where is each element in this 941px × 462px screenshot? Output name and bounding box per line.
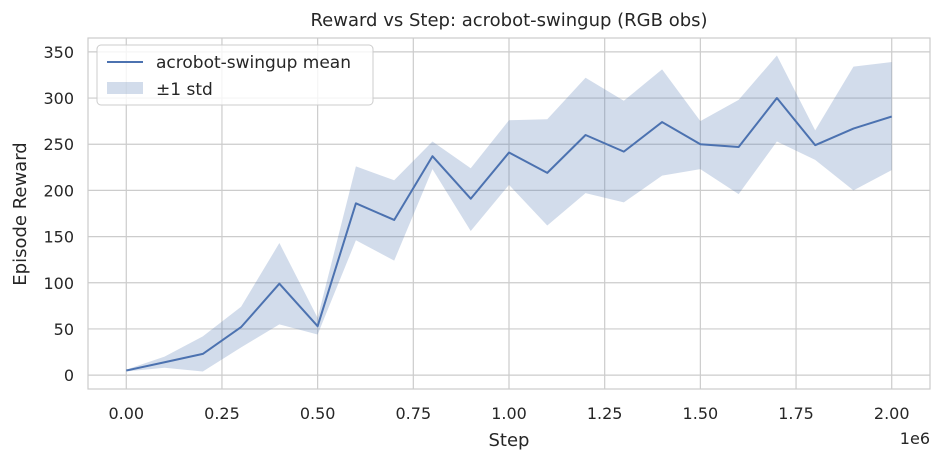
x-tick-label: 2.00 <box>874 404 910 423</box>
y-tick-label: 350 <box>43 43 74 62</box>
legend-label-std: ±1 std <box>156 80 213 100</box>
std-band-layer <box>126 55 892 372</box>
x-tick-label: 0.00 <box>108 404 144 423</box>
y-tick-label: 200 <box>43 181 74 200</box>
y-tick-label: 0 <box>64 366 74 385</box>
y-tick-label: 100 <box>43 274 74 293</box>
x-axis-label: Step <box>489 430 530 451</box>
x-tick-label: 0.75 <box>396 404 432 423</box>
y-tick-label: 300 <box>43 89 74 108</box>
y-tick-labels: 0 50 100 150 200 250 300 350 <box>43 43 74 385</box>
x-tick-label: 1.25 <box>587 404 623 423</box>
legend: acrobot-swingup mean ±1 std <box>96 44 374 106</box>
legend-box <box>96 44 374 106</box>
legend-band-swatch <box>107 82 143 94</box>
x-offset-label: 1e6 <box>900 429 930 448</box>
x-tick-label: 0.25 <box>204 404 240 423</box>
x-tick-label: 1.75 <box>778 404 814 423</box>
x-tick-label: 1.50 <box>683 404 719 423</box>
mean-line-layer <box>126 97 893 372</box>
chart-title: Reward vs Step: acrobot-swingup (RGB obs… <box>310 10 707 31</box>
y-tick-label: 250 <box>43 135 74 154</box>
x-tick-label: 0.50 <box>300 404 336 423</box>
legend-label-mean: acrobot-swingup mean <box>156 53 351 73</box>
x-tick-labels: 0.00 0.25 0.50 0.75 1.00 1.25 1.50 1.75 2.00 <box>108 404 909 423</box>
x-tick-label: 1.00 <box>491 404 527 423</box>
y-tick-label: 50 <box>54 320 74 339</box>
plot-frame <box>87 37 931 390</box>
y-axis-label: Episode Reward <box>10 142 31 285</box>
y-tick-label: 150 <box>43 228 74 247</box>
std-band <box>126 55 892 372</box>
